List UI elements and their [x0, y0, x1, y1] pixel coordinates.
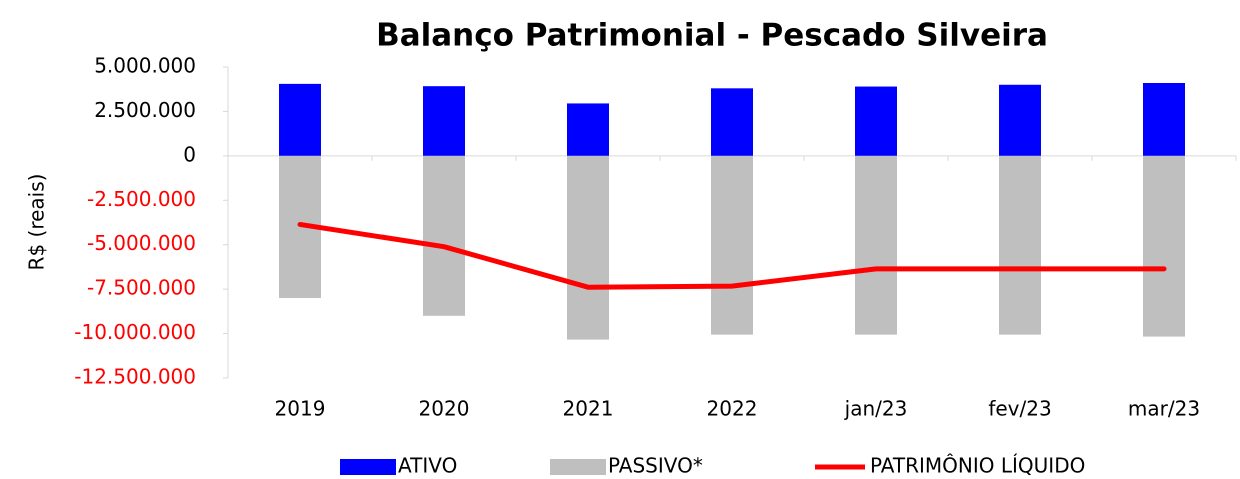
- legend-label: PASSIVO*: [608, 454, 703, 478]
- y-tick-label: -2.500.000: [87, 187, 196, 211]
- bar: [567, 155, 609, 340]
- bar: [423, 86, 465, 156]
- x-tick-label: jan/23: [844, 397, 908, 421]
- bar: [567, 103, 609, 156]
- y-axis-label: R$ (reais): [25, 174, 49, 271]
- x-tick-label: fev/23: [988, 397, 1051, 421]
- bar: [711, 88, 753, 156]
- bar: [999, 155, 1041, 335]
- y-tick-label: 0: [183, 142, 196, 166]
- chart-title: Balanço Patrimonial - Pescado Silveira: [376, 18, 1048, 54]
- bar: [279, 83, 321, 156]
- x-tick-label: 2022: [707, 397, 758, 421]
- legend-swatch: [340, 459, 396, 475]
- legend-label: ATIVO: [398, 454, 457, 478]
- bar: [1143, 155, 1185, 337]
- bar: [999, 84, 1041, 156]
- y-tick-label: -10.000.000: [74, 320, 196, 344]
- line: [297, 221, 1167, 290]
- legend-swatch: [550, 459, 606, 475]
- y-tick-label: -7.500.000: [87, 276, 196, 300]
- bar: [855, 155, 897, 335]
- y-tick-label: -5.000.000: [87, 231, 196, 255]
- x-tick-label: 2019: [275, 397, 326, 421]
- bar: [855, 86, 897, 156]
- x-tick-label: 2021: [563, 397, 614, 421]
- y-tick-label: 5.000.000: [94, 54, 196, 78]
- bar: [423, 155, 465, 316]
- bar: [711, 155, 753, 335]
- bar: [1143, 82, 1185, 156]
- x-tick-label: mar/23: [1128, 397, 1200, 421]
- x-tick-label: 2020: [419, 397, 470, 421]
- legend-label: PATRIMÔNIO LÍQUIDO: [870, 454, 1085, 478]
- y-tick-label: -12.500.000: [74, 365, 196, 389]
- y-tick-label: 2.500.000: [94, 98, 196, 122]
